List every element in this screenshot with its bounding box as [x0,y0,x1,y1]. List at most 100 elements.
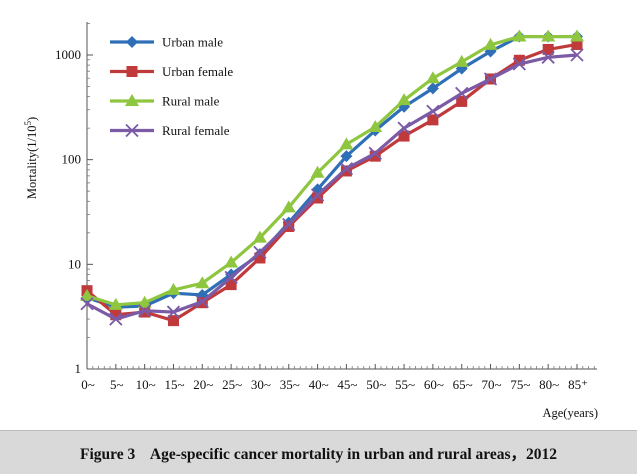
data-point [398,130,410,142]
data-point [281,200,296,213]
data-point [166,305,181,319]
data-point [512,57,526,71]
legend: Urban male Urban female Rural male Rural fe… [110,35,233,138]
caption-text: Age-specific cancer mortality in urban a… [149,445,558,463]
data-point [483,37,498,50]
legend-item: Rural female [110,123,230,138]
x-tick-label: 35~ [280,377,300,392]
data-point [456,95,468,107]
data-point [541,50,555,64]
x-tick-label: 25~ [222,377,242,392]
x-tick-label: 80~ [539,377,559,392]
legend-swatch-marker [126,36,138,48]
x-tick-label: 70~ [482,377,502,392]
data-point [541,29,556,42]
data-point [253,245,267,260]
y-tick-label: 100 [62,152,82,167]
data-point [310,188,325,202]
data-point [137,295,152,308]
x-tick-label: 55~ [395,377,415,392]
data-point [570,48,584,62]
series-layer [80,29,584,327]
data-point [110,309,122,321]
legend-label: Urban male [162,35,223,50]
data-point [138,304,152,318]
data-point [427,114,439,126]
data-point [108,297,123,310]
legend-label: Urban female [162,64,233,79]
data-point [310,165,325,178]
data-point [225,279,237,291]
line-chart: 1 10 100 1000 0~ 5~ 10~ 15~ 20~ 25~ 30~ 35~ 40~ 45~ 50… [23,22,598,420]
y-axis-title-main: Mortality(1/10 [25,126,39,200]
data-point [369,150,381,162]
data-point [571,38,583,50]
series-line [86,53,578,321]
x-tick-label: 40~ [309,377,329,392]
data-point [109,312,123,326]
data-point [570,29,584,42]
data-point [425,71,440,84]
legend-item: Urban female [110,64,233,79]
legend-item: Urban male [110,35,223,50]
data-point [340,150,353,163]
y-axis-title-end: ) [25,117,39,121]
series-rural-male [80,29,584,310]
y-tick-label: 10 [68,256,81,271]
data-point [195,295,209,309]
x-tick-label: 85⁺ [568,377,588,392]
data-point [252,230,267,243]
legend-swatch-marker [125,94,139,106]
data-point [426,82,439,95]
x-axis-title: Age(years) [542,406,598,420]
x-tick-label: 30~ [251,377,271,392]
data-point [282,217,296,232]
x-tick-label: 10~ [136,377,156,392]
x-tick-label: 20~ [193,377,213,392]
data-point [397,93,412,106]
data-point [224,255,239,268]
data-point [368,120,383,133]
data-point [368,146,382,160]
caption-label: Figure 3 [79,445,136,463]
data-point [80,288,94,301]
legend-item: Rural male [110,94,220,109]
data-point [455,62,468,75]
y-axis-title: Mortality(1/105) [23,117,39,199]
figure-caption: Figure 3 Age-specific cancer mortality i… [80,442,557,464]
data-point [513,54,525,66]
data-point [397,121,411,135]
y-axis-title-sup: 5 [23,121,33,126]
x-tick-label: 45~ [337,377,357,392]
axes: 1 10 100 1000 0~ 5~ 10~ 15~ 20~ 25~ 30~ 35~ 40~ 45~ 50… [55,22,597,392]
caption-bar: Figure 3 Age-specific cancer mortality i… [0,430,637,474]
x-tick-label: 5~ [110,377,124,392]
data-point [224,270,238,285]
legend-label: Rural male [162,94,220,109]
data-point [426,104,440,118]
data-point [339,162,354,176]
legend-swatch-marker [126,66,138,77]
data-point [339,137,354,150]
x-tick-label: 75~ [510,377,530,392]
data-point [166,282,181,295]
data-point [340,165,352,177]
data-point [312,192,324,204]
data-point [455,86,469,100]
x-tick-label: 15~ [164,377,184,392]
y-tick-label: 1000 [55,47,81,62]
legend-swatch-marker [125,123,139,138]
x-tick-label: 60~ [424,377,444,392]
data-point [167,315,179,327]
data-point [254,252,266,264]
y-tick-label: 1 [75,361,82,376]
data-point [195,276,210,289]
data-point [483,72,498,86]
legend-label: Rural female [162,123,230,138]
data-point [225,268,238,281]
x-tick-label: 50~ [366,377,386,392]
data-point [542,43,554,55]
data-point [80,297,94,311]
x-tick-label: 0~ [81,377,95,392]
